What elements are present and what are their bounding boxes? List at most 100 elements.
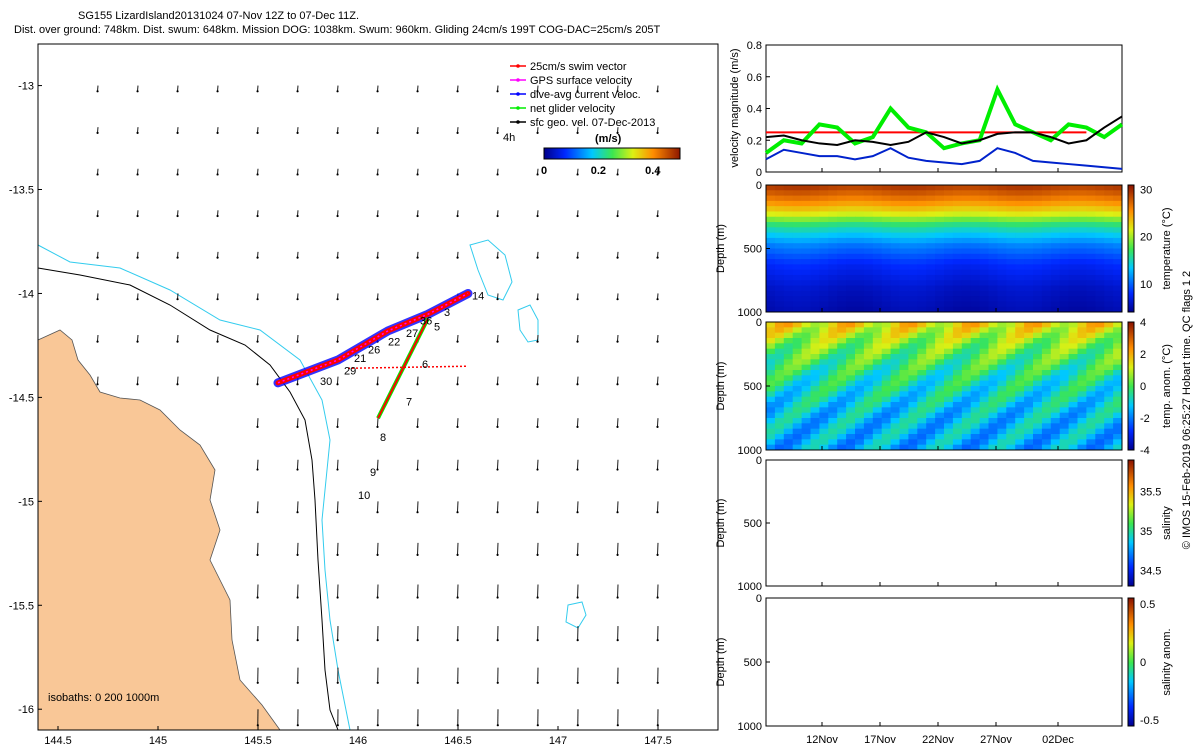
heatmap-cell bbox=[952, 386, 963, 392]
heatmap-cell bbox=[952, 296, 963, 302]
heatmap-cell bbox=[1006, 423, 1016, 430]
heatmap-cell bbox=[1041, 232, 1052, 239]
heatmap-cell bbox=[890, 216, 900, 223]
colorbar-cell bbox=[1128, 189, 1134, 191]
heatmap-cell bbox=[1041, 269, 1052, 276]
velocity-arrow bbox=[497, 418, 499, 427]
heatmap-cell bbox=[1033, 322, 1043, 328]
colorbar-cell bbox=[1128, 214, 1134, 216]
heatmap-cell bbox=[1033, 296, 1043, 302]
heatmap-cell bbox=[1024, 216, 1034, 223]
heatmap-cell bbox=[935, 428, 945, 435]
heatmap-cell bbox=[792, 280, 803, 287]
colorbar-cell bbox=[613, 148, 615, 159]
heatmap-cell bbox=[774, 222, 785, 228]
heatmap-cell bbox=[881, 206, 892, 212]
heatmap-cell bbox=[1077, 269, 1087, 276]
colorbar-cell bbox=[1128, 565, 1134, 567]
heatmap-cell bbox=[935, 402, 945, 408]
colorbar-cell bbox=[1128, 402, 1134, 404]
colorbar-cell bbox=[1128, 548, 1134, 550]
colorbar-cell bbox=[1128, 627, 1134, 629]
heatmap-cell bbox=[819, 386, 829, 392]
colorbar-cell bbox=[1128, 268, 1134, 270]
heatmap-cell bbox=[1015, 428, 1025, 435]
colorbar-cell bbox=[586, 148, 588, 159]
heatmap-cell bbox=[846, 428, 856, 435]
velocity-arrowhead bbox=[576, 681, 579, 684]
heatmap-cell bbox=[766, 306, 776, 313]
heatmap-cell bbox=[979, 222, 989, 228]
colorbar-cell bbox=[1128, 599, 1134, 601]
heatmap-cell bbox=[846, 439, 856, 446]
heatmap-cell bbox=[944, 423, 954, 430]
colorbar-cell bbox=[1128, 616, 1134, 618]
heatmap-cell bbox=[1104, 444, 1114, 451]
velocity-arrowhead bbox=[536, 340, 539, 343]
colorbar-cell bbox=[1128, 446, 1134, 448]
heatmap-cell bbox=[1113, 285, 1123, 292]
heatmap-cell bbox=[872, 301, 883, 308]
velocity-arrowhead bbox=[576, 340, 579, 343]
heatmap-cell bbox=[1024, 237, 1034, 244]
colorbar-cell bbox=[1128, 412, 1134, 414]
heatmap-cell bbox=[1033, 380, 1043, 387]
heatmap-cell bbox=[970, 264, 981, 271]
heatmap-cell bbox=[846, 375, 856, 382]
heatmap-cell bbox=[1059, 434, 1070, 440]
heatmap-cell bbox=[881, 380, 892, 387]
heatmap-cell bbox=[792, 274, 803, 281]
colorbar-cell bbox=[590, 148, 592, 159]
heatmap-cell bbox=[881, 444, 892, 451]
heatmap-cell bbox=[1059, 359, 1070, 366]
heatmap-cell bbox=[1015, 338, 1025, 344]
heatmap-cell bbox=[1024, 407, 1034, 414]
heatmap-cell bbox=[1024, 290, 1034, 297]
heatmap-cell bbox=[863, 439, 874, 446]
colorbar-cell bbox=[641, 148, 643, 159]
heatmap-cell bbox=[1113, 200, 1123, 207]
heatmap-cell bbox=[1077, 364, 1087, 371]
heatmap-cell bbox=[881, 253, 892, 260]
heatmap-cell bbox=[997, 396, 1007, 403]
heatmap-cell bbox=[1113, 195, 1123, 202]
heatmap-cell bbox=[970, 412, 981, 419]
heatmap-cell bbox=[908, 222, 918, 228]
colorbar-cell bbox=[1128, 295, 1134, 297]
colorbar-cell bbox=[1128, 658, 1134, 660]
heatmap-cell bbox=[1068, 222, 1078, 228]
velocity-arrowhead bbox=[536, 90, 539, 93]
colorbar-cell bbox=[1128, 232, 1134, 234]
heatmap-cell bbox=[810, 428, 820, 435]
colorbar-cell bbox=[545, 148, 547, 159]
heatmap-cell bbox=[1041, 380, 1052, 387]
heatmap-cell bbox=[801, 359, 811, 366]
depth-ylabel: Depth (m) bbox=[715, 499, 727, 548]
heatmap-cell bbox=[872, 391, 883, 398]
heatmap-cell bbox=[846, 338, 856, 344]
heatmap-cell bbox=[1113, 206, 1123, 212]
heatmap-cell bbox=[1033, 264, 1043, 271]
heatmap-cell bbox=[766, 206, 776, 212]
heatmap-cell bbox=[1095, 418, 1105, 424]
heatmap-cell bbox=[766, 274, 776, 281]
heatmap-cell bbox=[1104, 322, 1114, 328]
heatmap-cell bbox=[1006, 290, 1016, 297]
legend-label: dive-avg current veloc. bbox=[530, 89, 641, 101]
y-tick-label: -13.5 bbox=[9, 185, 34, 197]
heatmap-cell bbox=[801, 391, 811, 398]
heatmap-cell bbox=[1015, 391, 1025, 398]
velocity-arrowhead bbox=[616, 90, 619, 93]
heatmap-cell bbox=[944, 243, 954, 249]
heatmap-cell bbox=[766, 290, 776, 297]
heatmap-cell bbox=[890, 444, 900, 451]
heatmap-cell bbox=[917, 380, 927, 387]
heatmap-cell bbox=[1095, 301, 1105, 308]
heatmap-cell bbox=[792, 348, 803, 355]
heatmap-cell bbox=[1068, 269, 1078, 276]
velocity-arrowhead bbox=[376, 425, 379, 429]
heatmap-cell bbox=[810, 227, 820, 234]
heatmap-cell bbox=[979, 227, 989, 234]
heatmap-cell bbox=[1050, 391, 1061, 398]
heatmap-cell bbox=[979, 185, 989, 191]
